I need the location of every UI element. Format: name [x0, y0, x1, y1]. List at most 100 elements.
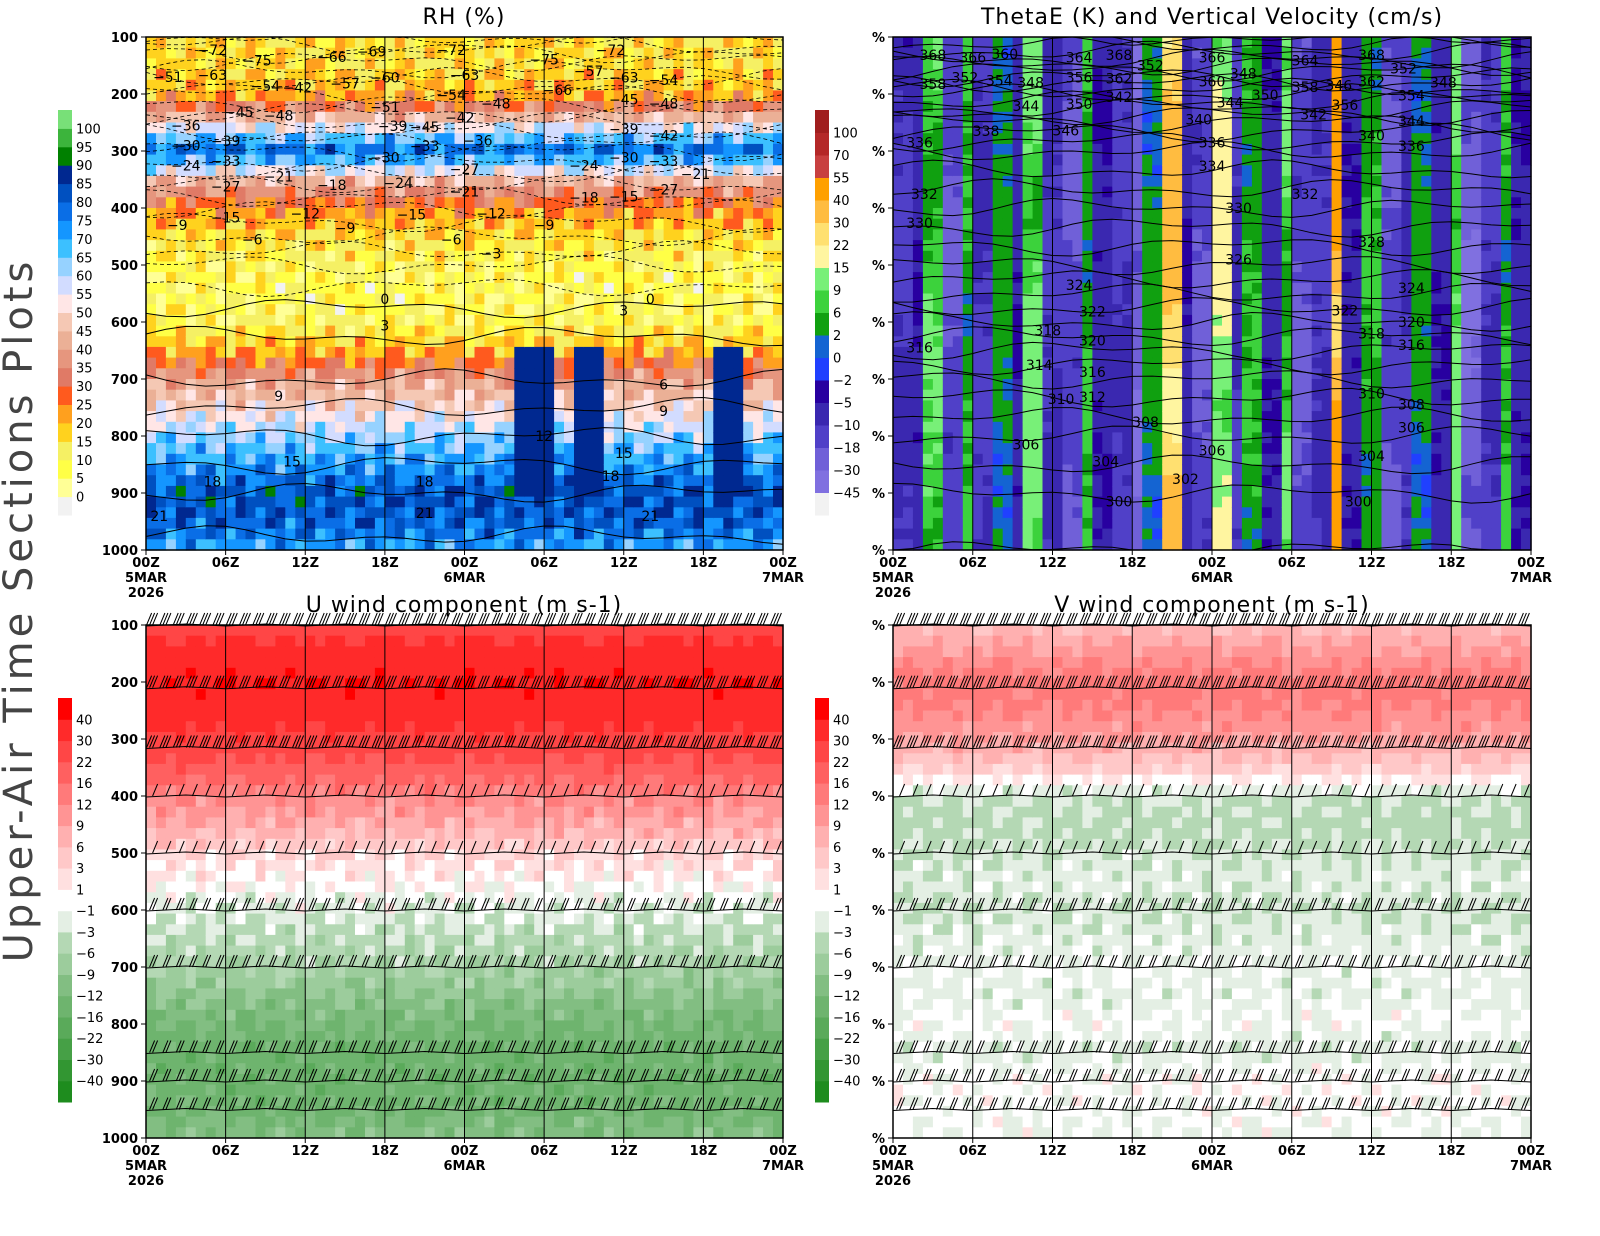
heatmap-cell — [285, 346, 296, 359]
heatmap-cell — [534, 154, 545, 166]
heatmap-cell — [1032, 517, 1044, 530]
heatmap-cell — [1012, 261, 1024, 273]
heatmap-cell — [454, 293, 466, 305]
heatmap-cell — [484, 143, 495, 156]
heatmap-cell — [1022, 250, 1034, 263]
heatmap-cell — [992, 272, 1004, 284]
heatmap-cell — [574, 229, 585, 241]
heatmap-cell — [773, 37, 784, 49]
heatmap-cell — [434, 325, 446, 337]
heatmap-cell — [185, 240, 197, 252]
heatmap-cell — [514, 218, 525, 230]
heatmap-cell — [384, 229, 396, 241]
heatmap-cell — [713, 111, 724, 124]
heatmap-cell — [305, 485, 316, 498]
heatmap-cell — [255, 69, 267, 81]
heatmap-cell — [404, 485, 416, 498]
heatmap-cell — [753, 37, 764, 49]
heatmap-cell — [1212, 165, 1223, 177]
heatmap-cell — [156, 432, 167, 444]
heatmap-cell — [146, 79, 157, 92]
heatmap-cell — [1122, 475, 1133, 487]
heatmap-cell — [583, 304, 595, 316]
heatmap-cell — [265, 165, 276, 177]
heatmap-cell — [613, 208, 625, 220]
heatmap-cell — [593, 101, 605, 113]
heatmap-cell — [1092, 272, 1103, 284]
heatmap-cell — [972, 314, 984, 327]
heatmap-cell — [962, 507, 974, 519]
heatmap-cell — [454, 496, 466, 508]
heatmap-cell — [1152, 411, 1163, 423]
heatmap-cell — [285, 133, 296, 145]
heatmap-cell — [1112, 314, 1123, 327]
heatmap-cell — [1231, 175, 1243, 188]
heatmap-cell — [1112, 346, 1123, 359]
heatmap-cell — [484, 475, 495, 487]
heatmap-cell — [1042, 475, 1054, 487]
heatmap-cell — [394, 507, 406, 519]
heatmap-cell — [653, 218, 665, 230]
heatmap-cell — [1072, 122, 1083, 134]
heatmap-cell — [972, 496, 984, 508]
heatmap-cell — [315, 368, 326, 380]
heatmap-cell — [205, 186, 217, 198]
heatmap-cell — [434, 517, 446, 530]
heatmap-cell — [494, 122, 505, 134]
heatmap-cell — [893, 400, 904, 412]
heatmap-cell — [903, 111, 914, 124]
heatmap-cell — [693, 421, 704, 434]
heatmap-cell — [245, 368, 257, 380]
heatmap-cell — [365, 539, 376, 551]
heatmap-cell — [185, 357, 197, 369]
heatmap-cell — [544, 475, 555, 487]
heatmap-cell — [335, 229, 346, 241]
heatmap-cell — [1241, 186, 1253, 198]
heatmap-cell — [255, 464, 267, 476]
heatmap-cell — [703, 261, 714, 273]
colorbar-swatch — [58, 128, 72, 148]
heatmap-cell — [893, 475, 904, 487]
heatmap-cell — [175, 58, 187, 70]
heatmap-cell — [1052, 485, 1064, 498]
heatmap-cell — [1152, 197, 1163, 209]
heatmap-cell — [295, 282, 306, 295]
heatmap-cell — [1022, 485, 1034, 498]
heatmap-cell — [215, 314, 227, 327]
heatmap-cell — [992, 261, 1004, 273]
heatmap-cell — [992, 517, 1004, 530]
contour-line — [145, 75, 784, 95]
heatmap-cell — [663, 58, 675, 70]
heatmap-cell — [414, 379, 426, 391]
heatmap-cell — [703, 240, 714, 252]
heatmap-cell — [384, 528, 396, 540]
heatmap-cell — [146, 90, 157, 102]
v-panel-title: V wind component (m s-1) — [1054, 593, 1370, 618]
heatmap-cell — [215, 379, 227, 391]
heatmap-cell — [564, 464, 575, 476]
y-tick-label: 700 — [111, 373, 138, 388]
heatmap-cell — [673, 133, 685, 145]
heatmap-cell — [1142, 432, 1153, 444]
heatmap-cell — [165, 496, 177, 508]
heatmap-cell — [1142, 411, 1153, 423]
heatmap-cell — [544, 453, 555, 466]
contour-label: −66 — [317, 50, 347, 66]
heatmap-cell — [1172, 143, 1183, 156]
heatmap-cell — [365, 58, 376, 70]
heatmap-cell — [265, 293, 276, 305]
heatmap-cell — [703, 122, 714, 134]
heatmap-cell — [424, 539, 436, 551]
heatmap-cell — [1172, 165, 1183, 177]
heatmap-cell — [763, 453, 774, 466]
heatmap-cell — [414, 336, 426, 348]
heatmap-cell — [225, 154, 237, 166]
heatmap-cell — [384, 453, 396, 466]
heatmap-cell — [643, 443, 655, 455]
heatmap-cell — [1222, 229, 1233, 241]
heatmap-cell — [225, 507, 237, 519]
heatmap-cell — [464, 47, 476, 59]
heatmap-cell — [1092, 453, 1103, 466]
heatmap-cell — [1002, 453, 1014, 466]
heatmap-cell — [315, 197, 326, 209]
